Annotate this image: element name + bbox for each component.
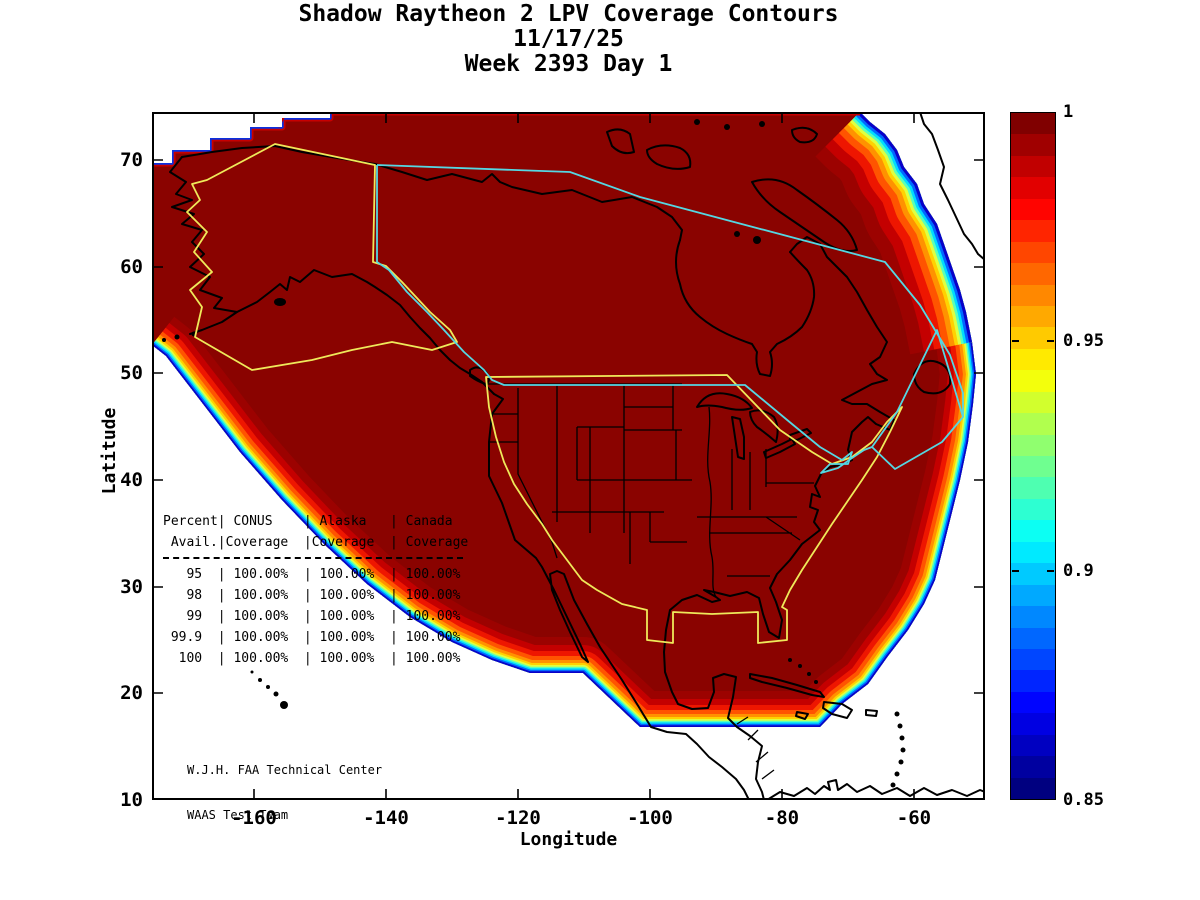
coastline-baffin [751, 178, 858, 252]
x-tick-label: -60 [896, 807, 932, 829]
hawaii-island [250, 670, 254, 674]
plot-subtitle-week: Week 2393 Day 1 [464, 51, 673, 77]
coastline-banks [606, 128, 635, 155]
y-axis-title: Latitude [99, 407, 120, 495]
x-tick-label: -100 [627, 807, 673, 829]
colorbar-tick-label: 0.85 [1063, 790, 1104, 810]
coastline-victoria [646, 144, 692, 170]
coastline-vancouver-island [469, 366, 490, 385]
coastline-lake-ontario [789, 428, 812, 441]
canada-service-volume-outline [376, 164, 964, 474]
coastlines [169, 111, 986, 801]
coverage-table-row: 99.9 | 100.00% | 100.00% | 100.00% [163, 630, 461, 645]
colorbar-tick-label: 1 [1063, 102, 1074, 122]
plot-subtitle-date: 11/17/25 [513, 26, 624, 52]
state-borders [487, 383, 814, 780]
y-tick-label: 60 [120, 255, 143, 278]
x-tick-label: -160 [231, 807, 277, 829]
coverage-table-header-line: Percent| CONUS | Alaska | Canada [163, 514, 453, 529]
coastline-hispaniola [822, 701, 853, 719]
x-tick-label: -80 [764, 807, 800, 829]
y-tick-label: 50 [120, 362, 143, 385]
colorbar-tick-label: 0.95 [1063, 331, 1104, 352]
coastline-alaska-west [169, 156, 238, 335]
coverage-table-row: 100 | 100.00% | 100.00% | 100.00% [163, 651, 461, 666]
colorbar-tick-mark [1047, 340, 1054, 343]
colorbar-tick-mark [1012, 569, 1019, 572]
colorbar-tick-mark [1012, 340, 1019, 343]
alaska-service-volume-outline [186, 143, 458, 371]
coverage-table: Percent| CONUS | Alaska | Canada Avail.|… [163, 511, 468, 669]
map-plot-area [152, 111, 986, 801]
coverage-table-row: 98 | 100.00% | 100.00% | 100.00% [163, 588, 461, 603]
coastline-lake-superior [696, 392, 753, 411]
y-tick-label: 20 [120, 682, 143, 705]
y-tick-label: 70 [120, 149, 143, 171]
coverage-table-separator [163, 557, 463, 559]
coastline-greenland [919, 111, 986, 261]
kodiak-island [274, 298, 286, 306]
x-axis-title: Longitude [519, 829, 618, 850]
coastline-devon [791, 126, 818, 144]
colorbar-tick-mark [1047, 569, 1054, 572]
colorbar-gradient [1010, 112, 1056, 800]
coastline-alaska-south [236, 269, 495, 395]
axis-tick-marks [152, 112, 985, 800]
plot-border [152, 112, 985, 800]
coastline-puerto-rico [865, 709, 878, 717]
coastline-jamaica [795, 711, 809, 720]
coastline-newfoundland [913, 359, 952, 395]
x-tick-label: -140 [363, 807, 409, 829]
coastline-lake-huron [749, 409, 779, 443]
coastline-south-america [766, 779, 986, 801]
coastline-arctic [181, 145, 683, 241]
plot-title: Shadow Raytheon 2 LPV Coverage Contours [298, 1, 839, 27]
coastline-pacific [488, 393, 750, 801]
small-islands [162, 119, 906, 788]
credit-line-1: W.J.H. FAA Technical Center [187, 763, 383, 777]
conus-service-volume-outline [485, 374, 903, 644]
coastline-hudson-bay [675, 239, 816, 377]
coverage-map [152, 111, 986, 801]
coastline-lake-michigan [731, 416, 745, 460]
contour-bands [152, 112, 976, 727]
coverage-table-row: 99 | 100.00% | 100.00% | 100.00% [163, 609, 461, 624]
coastline-east [663, 236, 895, 801]
y-tick-label: 30 [120, 575, 143, 598]
coverage-table-header-line: Avail.|Coverage |Coverage | Coverage [163, 535, 469, 550]
coastline-cuba [749, 673, 825, 698]
x-tick-label: -120 [495, 807, 541, 829]
y-tick-label: 40 [120, 469, 143, 491]
y-tick-label: 10 [120, 789, 143, 812]
credit-text: W.J.H. FAA Technical Center WAAS Test Te… [187, 733, 382, 853]
coverage-table-row: 95 | 100.00% | 100.00% | 100.00% [163, 567, 461, 582]
colorbar-tick-label: 0.9 [1063, 560, 1094, 581]
plot-title-block: Shadow Raytheon 2 LPV Coverage Contours … [152, 2, 985, 77]
credit-line-2: WAAS Test Team [187, 808, 289, 822]
